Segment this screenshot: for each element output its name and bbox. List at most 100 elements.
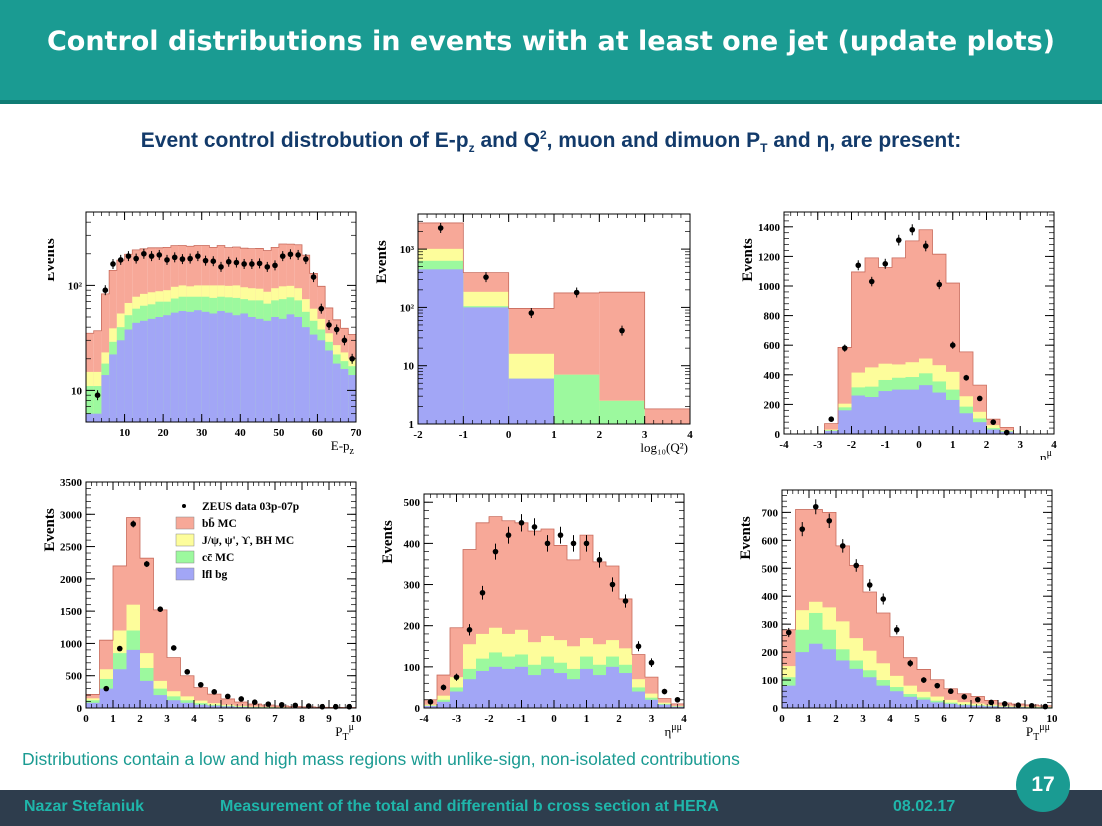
x-tick-label: -2	[413, 429, 423, 441]
data-point	[570, 540, 577, 547]
data-point	[179, 256, 186, 262]
lfl-bg-band-bin	[878, 391, 892, 434]
total-outline	[423, 516, 685, 708]
y-tick-label: 2000	[60, 574, 83, 586]
data-point	[961, 694, 968, 700]
y-tick-label: 100	[762, 675, 779, 687]
y-tick-label: 300	[762, 619, 779, 631]
lfl-bg-band-bin	[515, 666, 528, 708]
lfl-bg-band-bin	[892, 389, 906, 434]
data-point	[143, 561, 150, 567]
lfl-bg-band-bin	[163, 315, 171, 422]
data-point	[907, 660, 914, 667]
data-point	[1028, 702, 1035, 709]
lfl-bg-band-bin	[554, 673, 567, 708]
lfl-bg-band-bin	[140, 320, 148, 422]
lfl-bg-band-bin	[919, 385, 933, 434]
x-tick-label: 2	[616, 713, 622, 725]
x-tick-label: 3	[1018, 439, 1024, 451]
data-point	[156, 252, 163, 258]
x-tick-label: 60	[312, 427, 324, 439]
lfl-bg-band-bin	[838, 410, 852, 434]
y-tick-label: 400	[764, 370, 781, 382]
y-axis-title: Events	[738, 516, 754, 560]
plot-pt-mu: 0 1 2 3 4 5 6 7 8 9 10 0 500 1000 1500 2000 2500 3000 3500…	[34, 474, 368, 740]
x-tick-label: 1	[110, 713, 116, 725]
lfl-bg-band-bin	[541, 668, 554, 708]
x-axis-title: PTμμ	[1026, 722, 1050, 740]
x-axis-title: ημμ	[664, 722, 682, 739]
x-tick-label: -4	[779, 439, 789, 451]
data-point	[947, 688, 954, 695]
y-tick-label: 1500	[60, 606, 83, 618]
data-point	[812, 503, 819, 510]
data-point	[238, 696, 245, 702]
x-tick-label: 20	[158, 427, 170, 439]
lfl-bg-band-bin	[101, 375, 110, 422]
data-point	[492, 548, 499, 555]
subtitle-sub-z: z	[468, 141, 475, 156]
lfl-bg-band-bin	[959, 413, 973, 434]
data-point	[596, 557, 603, 563]
data-point	[341, 337, 348, 344]
data-point	[295, 252, 301, 258]
data-point	[171, 254, 178, 261]
data-point	[125, 253, 132, 259]
data-point	[882, 261, 889, 267]
data-point	[427, 699, 434, 705]
x-axis-title-sub: T	[343, 732, 349, 740]
data-point	[1015, 702, 1022, 709]
lfl-bg-band-bin	[186, 311, 194, 422]
y-tick-label: 200	[404, 621, 421, 633]
plot-eta-mu: -4 -3 -2 -1 0 1 2 3 4 0 200 400 600 800 1000 1200 1400 Ev…	[726, 200, 1076, 460]
lfl-bg-band-bin	[263, 320, 272, 422]
data-point	[479, 589, 486, 596]
y-tick-label: 2500	[60, 542, 83, 554]
lfl-bg-band-bin	[86, 702, 100, 708]
lfl-bg-band-bin	[317, 340, 326, 422]
data-point	[557, 532, 564, 538]
data-point	[117, 257, 124, 263]
data-point	[839, 543, 846, 549]
data-point	[318, 305, 325, 312]
x-tick-label: 50	[273, 427, 285, 439]
y-tick-label: 800	[764, 311, 781, 323]
y-tick-label: 10	[71, 385, 83, 397]
data-point	[828, 416, 835, 422]
y-tick-label: 600	[762, 535, 779, 547]
lfl-bg-band-bin	[217, 311, 225, 422]
data-point	[518, 520, 525, 526]
x-tick-label: 2	[833, 713, 839, 725]
x-tick-label: 3	[642, 429, 648, 441]
data-point	[785, 629, 792, 636]
data-point	[622, 598, 629, 604]
subtitle-part-3: , muon and dimuon P	[546, 129, 761, 152]
x-tick-label: 3	[164, 713, 170, 725]
data-point	[528, 310, 535, 316]
legend-label: lfl bg	[202, 569, 227, 581]
x-axis-title-sup: μμ	[671, 722, 682, 733]
page-number-badge: 17	[1016, 758, 1070, 812]
x-tick-label: 10	[1047, 713, 1059, 725]
data-point	[674, 696, 681, 703]
lfl-bg-band-bin	[863, 677, 877, 708]
data-point	[1042, 703, 1049, 710]
legend-swatch-cc	[175, 550, 195, 564]
y-tick-label: 1000	[60, 638, 83, 650]
footer-author: Nazar Stefaniuk	[24, 798, 145, 815]
total-outline	[781, 509, 1053, 708]
legend-label: J/ψ, ψ', ϒ, BH MC	[202, 535, 294, 547]
data-point	[94, 392, 101, 398]
x-axis-title-base: η	[664, 724, 671, 739]
x-tick-label: 0	[551, 713, 557, 725]
data-point	[265, 701, 272, 707]
x-axis-title: ημ	[1040, 448, 1052, 460]
data-point	[292, 702, 299, 709]
total-outline	[417, 222, 691, 424]
data-point	[635, 643, 642, 650]
data-point	[661, 688, 668, 695]
data-point	[233, 259, 240, 266]
lfl-bg-band-bin	[201, 311, 210, 422]
y-tick-label: 400	[404, 538, 421, 550]
data-point	[437, 225, 444, 231]
